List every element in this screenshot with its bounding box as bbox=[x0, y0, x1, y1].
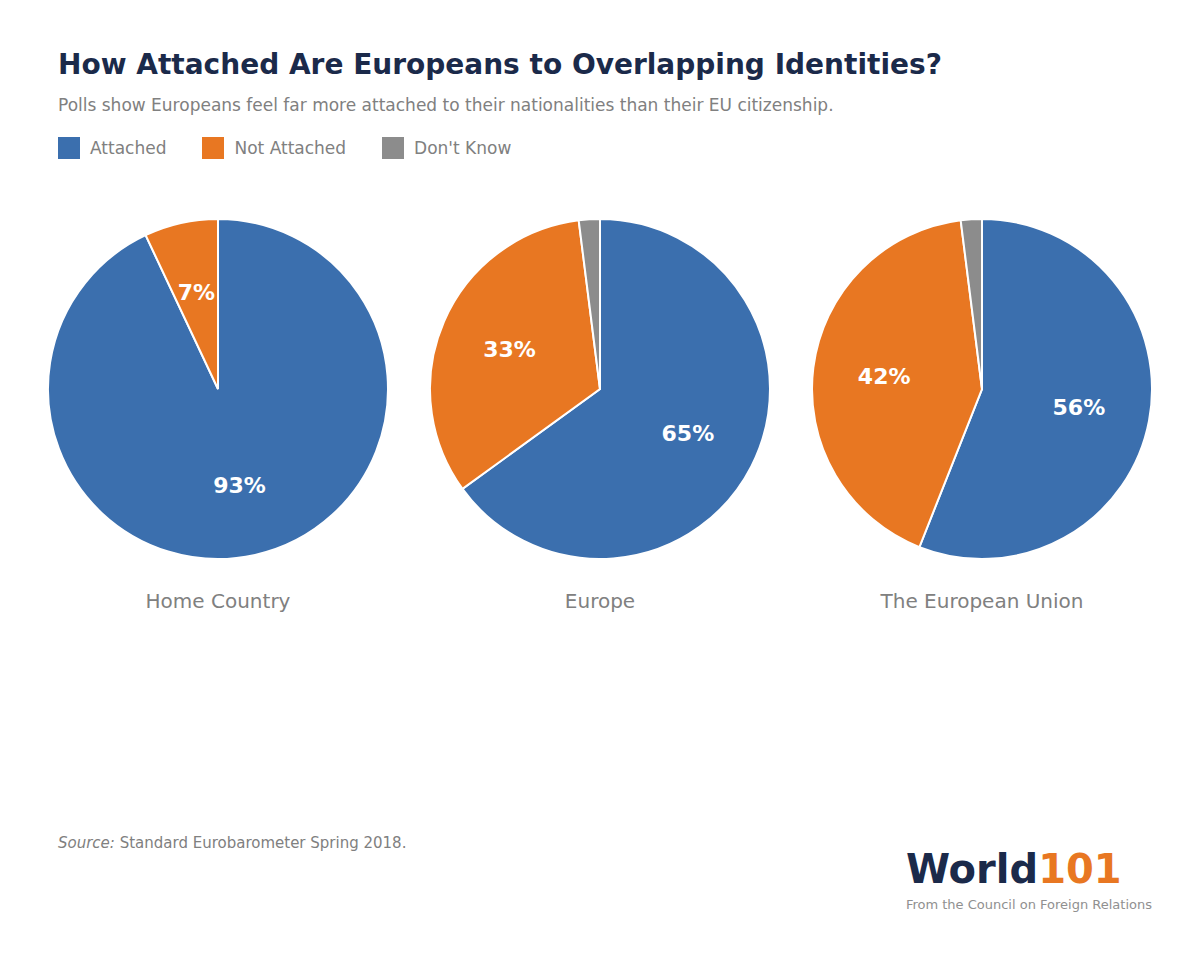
html-text:Europe: Europe bbox=[564, 589, 636, 613]
html-text:Not Attached: Not Attached bbox=[234, 138, 347, 158]
html-text:Attached: Attached bbox=[90, 138, 167, 158]
html-text:From the Council on Foreign Re: From the Council on Foreign Relations bbox=[905, 897, 1152, 912]
svg-text:56%: 56% bbox=[1053, 395, 1106, 420]
html-text:World 101: World 101 bbox=[905, 846, 1122, 892]
svg-text:65%: 65% bbox=[662, 421, 715, 446]
html-text:How Attached Are Europeans to: How Attached Are Europeans to Overlappin… bbox=[58, 48, 942, 81]
html-text:Source: Standard Eurobarometer: Source: Standard Eurobarometer Spring 20… bbox=[58, 834, 407, 852]
html-text:The European Union: The European Union bbox=[880, 589, 1084, 613]
html-text:Home Country: Home Country bbox=[145, 589, 291, 613]
svg-text:7%: 7% bbox=[178, 280, 215, 305]
html-text:Polls show Europeans feel far: Polls show Europeans feel far more attac… bbox=[58, 95, 834, 115]
html-text:Don't Know: Don't Know bbox=[414, 138, 512, 158]
svg-text:93%: 93% bbox=[213, 473, 266, 498]
svg-text:33%: 33% bbox=[483, 337, 536, 362]
svg-text:42%: 42% bbox=[858, 364, 911, 389]
